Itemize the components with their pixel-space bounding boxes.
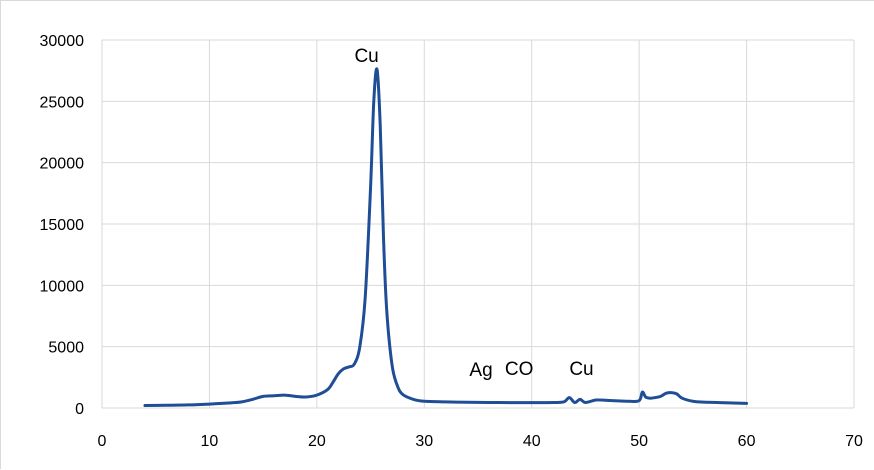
annotation-label: Cu: [569, 359, 593, 380]
y-tick-label: 15000: [40, 217, 85, 234]
annotation-label: CO: [505, 359, 534, 380]
x-tick-label: 70: [845, 433, 863, 450]
y-tick-label: 0: [75, 401, 84, 418]
annotation-label: Cu: [354, 46, 378, 67]
gridlines: [101, 39, 855, 409]
x-tick-label: 50: [630, 433, 648, 450]
y-tick-label: 5000: [48, 340, 84, 357]
x-tick-label: 20: [308, 433, 326, 450]
y-tick-label: 10000: [40, 278, 85, 295]
labels: Cu Ag CO Cu: [354, 46, 593, 381]
x-tick-label: 30: [415, 433, 433, 450]
y-tick-label: 30000: [40, 33, 85, 50]
x-tick-label: 0: [98, 433, 107, 450]
annotation-label: Ag: [469, 360, 492, 381]
y-tick-label: 20000: [40, 156, 85, 173]
series-line-0: [143, 67, 749, 408]
y-tick-label: 25000: [40, 94, 85, 111]
x-tick-label: 60: [738, 433, 756, 450]
axes: 0 5000 10000 15000 20000 25000 30000 0 10 20 30 40 5…: [40, 33, 864, 450]
x-tick-label: 10: [201, 433, 219, 450]
series: [143, 67, 749, 408]
x-tick-label: 40: [523, 433, 541, 450]
